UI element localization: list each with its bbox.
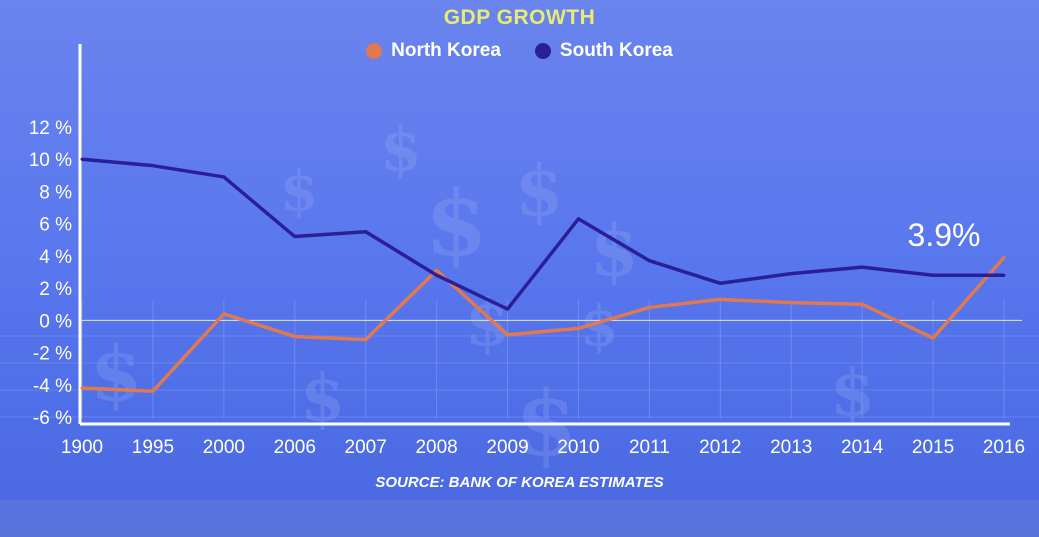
y-tick-label: 6 %: [39, 215, 72, 236]
dollar-sign-icon: $: [465, 285, 510, 361]
x-tick-label: 2014: [841, 437, 884, 458]
x-tick-label: 2016: [983, 437, 1025, 458]
dollar-sign-icon: $: [830, 355, 875, 431]
data-point-north-korea: [1002, 256, 1006, 259]
x-tick-label: 2013: [770, 437, 812, 458]
data-point-north-korea: [222, 312, 226, 316]
data-point-south-korea: [506, 307, 510, 311]
data-point-south-korea: [576, 217, 580, 221]
data-point-south-korea: [80, 157, 84, 161]
data-point-south-korea: [1002, 273, 1006, 277]
x-tick-label: 2008: [415, 437, 457, 458]
x-tick-label: 2006: [274, 437, 316, 458]
dollar-sign-icon: $: [425, 171, 488, 277]
y-tick-label: 8 %: [39, 182, 72, 203]
data-point-south-korea: [364, 230, 368, 234]
x-tick-label: 1900: [61, 437, 103, 458]
y-tick-label: 4 %: [39, 247, 72, 268]
dollar-sign-icon: $: [280, 158, 318, 223]
data-point-north-korea: [860, 302, 864, 306]
data-point-north-korea: [718, 297, 722, 301]
data-point-south-korea: [718, 281, 722, 285]
data-point-south-korea: [435, 273, 439, 277]
legend-dot-north-korea: [366, 43, 383, 59]
data-point-north-korea: [435, 268, 439, 272]
source-note: SOURCE: BANK OF KOREA ESTIMATES: [375, 474, 664, 491]
data-point-south-korea: [647, 259, 651, 263]
dollar-sign-icon: $: [515, 149, 564, 232]
x-tick-label: 2011: [629, 437, 670, 458]
data-point-south-korea: [860, 265, 864, 269]
x-tick-label: 2007: [345, 437, 387, 458]
bottom-band: [0, 500, 1039, 537]
chart-title: GDP GROWTH: [443, 6, 596, 29]
grid: [0, 300, 1039, 418]
x-tick-label: 2010: [557, 437, 599, 458]
data-point-south-korea: [151, 164, 155, 168]
x-tick-label: 1995: [132, 437, 174, 458]
series-line-north-korea: [81, 256, 1006, 393]
legend-item-north-korea: North Korea: [366, 40, 501, 62]
data-point-north-korea: [364, 338, 368, 342]
y-tick-label: -2 %: [33, 344, 72, 365]
y-tick-label: 0 %: [39, 311, 72, 332]
data-point-south-korea: [222, 175, 226, 179]
legend: North Korea South Korea: [0, 40, 1039, 62]
data-point-north-korea: [789, 301, 793, 305]
x-tick-label: 2000: [203, 437, 245, 458]
data-point-north-korea: [293, 334, 297, 338]
legend-label-south-korea: South Korea: [559, 40, 673, 61]
data-point-north-korea: [931, 336, 935, 340]
series-line-south-korea: [81, 157, 1004, 311]
dollar-sign-icon: $: [90, 330, 142, 418]
y-tick-label: -6 %: [33, 408, 72, 429]
data-point-north-korea: [151, 389, 155, 393]
annotation-label: 3.9%: [908, 217, 981, 253]
data-point-north-korea: [80, 386, 84, 390]
legend-dot-south-korea: [534, 43, 551, 59]
y-tick-label: 12 %: [29, 118, 72, 139]
data-point-north-korea: [647, 305, 651, 309]
x-tick-label: 2009: [486, 437, 528, 458]
y-tick-label: 10 %: [29, 150, 72, 171]
data-point-south-korea: [931, 273, 935, 277]
y-tick-label: -4 %: [33, 376, 72, 397]
legend-item-south-korea: South Korea: [534, 40, 673, 62]
dollar-sign-icon: $: [380, 115, 422, 185]
x-tick-label: 2012: [699, 437, 741, 458]
x-tick-label: 2015: [912, 437, 954, 458]
data-point-north-korea: [576, 326, 580, 330]
background-decoration: $ $ $ $ $ $ $ $ $ $ $: [90, 115, 875, 477]
x-axis-ticks: 1900 1995 2000 2006 2007 2008 2009 2010 2011 2012…: [61, 437, 1025, 458]
series-lines: [80, 157, 1006, 393]
axes: [78, 44, 1022, 426]
data-point-south-korea: [293, 235, 297, 239]
y-axis-ticks: 12 % 10 % 8 % 6 % 4 % 2 % 0 % -2 % -4 % -6 %: [29, 118, 72, 429]
y-tick-label: 2 %: [39, 279, 72, 300]
legend-label-north-korea: North Korea: [391, 40, 501, 61]
data-point-north-korea: [506, 333, 510, 337]
data-point-south-korea: [789, 272, 793, 276]
